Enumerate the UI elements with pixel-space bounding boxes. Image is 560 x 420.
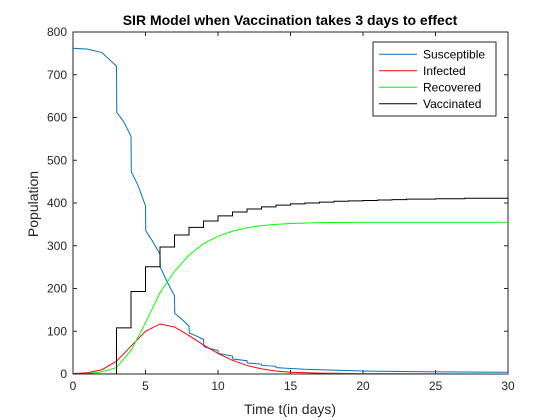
series-line-vaccinated [73,197,508,374]
legend-label-susceptible: Susceptible [423,47,485,61]
legend-label-vaccinated: Vaccinated [423,97,481,111]
x-tick-label: 0 [70,379,77,393]
y-tick-label: 400 [47,196,67,210]
x-tick-label: 5 [142,379,149,393]
x-tick-label: 25 [429,379,443,393]
x-tick-label: 20 [356,379,370,393]
x-tick-label: 15 [284,379,298,393]
x-tick-label: 30 [501,379,515,393]
legend-label-recovered: Recovered [423,80,481,94]
x-axis-label: Time t(in days) [244,401,336,417]
y-tick-label: 0 [60,367,67,381]
y-tick-label: 100 [47,324,67,338]
legend-label-infected: Infected [423,64,466,78]
x-tick-label: 10 [211,379,225,393]
legend: Susceptible Infected Recovered Vaccinated [372,41,497,117]
series-line-susceptible [73,47,508,373]
y-tick-label: 200 [47,282,67,296]
y-axis-label: Population [25,171,41,237]
y-tick-label: 700 [47,68,67,82]
chart-title: SIR Model when Vaccination takes 3 days … [123,12,458,28]
y-tick-label: 300 [47,239,67,253]
y-tick-label: 500 [47,153,67,167]
y-tick-label: 800 [47,25,67,39]
y-tick-label: 600 [47,111,67,125]
